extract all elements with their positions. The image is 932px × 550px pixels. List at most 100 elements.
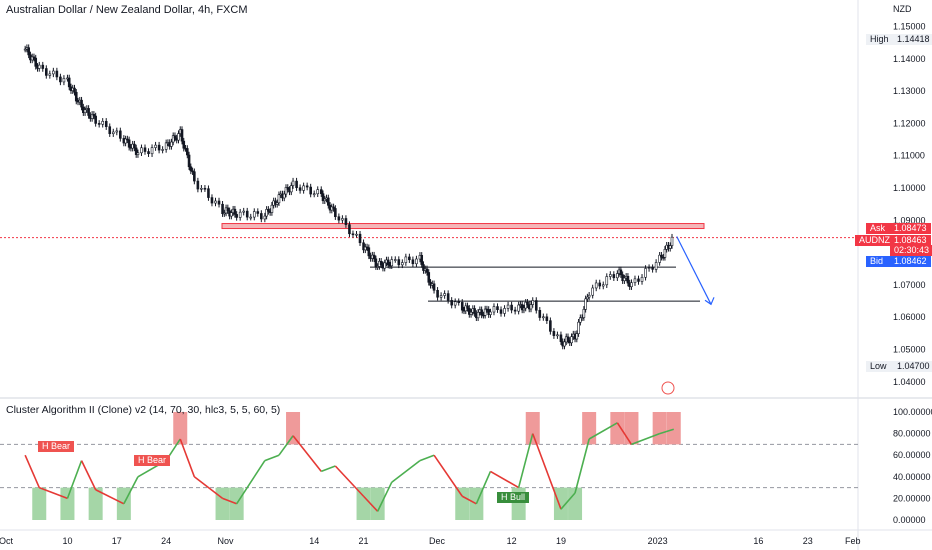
candle-body (577, 321, 580, 334)
oversold-band (32, 487, 47, 520)
osc-segment (38, 486, 68, 500)
candle-body (552, 331, 556, 336)
ask-tag-value: 1.08473 (890, 223, 931, 234)
candle-body (587, 294, 591, 298)
candle-body (651, 267, 654, 270)
price-tick-label: 1.04000 (893, 377, 926, 387)
candle-body (616, 273, 619, 279)
candle-body (364, 246, 367, 251)
candle-body (260, 213, 263, 220)
candle-body (252, 211, 256, 218)
candle-body (284, 187, 288, 195)
candle-body (579, 317, 582, 323)
candle-body (249, 216, 253, 219)
candle-body (580, 317, 584, 319)
candle-body (187, 154, 191, 168)
candle-body (189, 166, 193, 172)
osc-segment (560, 492, 576, 510)
candle-body (170, 141, 173, 147)
price-axis[interactable]: 1.15000 1.14000 1.13000 1.12000 1.11000 1.100… (893, 21, 926, 386)
candle-body (332, 206, 335, 209)
candle-body (221, 203, 224, 214)
bid-tag-label: Bid (866, 256, 894, 267)
candle-body (476, 312, 480, 319)
oversold-band (215, 487, 230, 520)
candle-body (644, 268, 647, 278)
bar-countdown: 02:30:43 (890, 245, 932, 256)
candle-body (566, 336, 570, 341)
candle-body (556, 334, 559, 337)
candle-body (230, 212, 233, 217)
candle-body (321, 193, 325, 202)
candle-body (101, 121, 104, 125)
indicator-pane[interactable]: 100.00000 80.00000 60.00000 40.00000 20.0000… (0, 407, 932, 525)
candle-body (242, 210, 245, 213)
candle-body (457, 301, 461, 303)
osc-segment (334, 465, 365, 497)
candle-body (161, 149, 164, 151)
osc-segment (123, 476, 139, 505)
candle-body (291, 180, 295, 186)
candle-body (316, 189, 320, 195)
osc-segment (193, 476, 224, 500)
time-axis[interactable]: Oct 10 17 24 Nov 14 21 Dec 12 19 2023 16 23 Feb (0, 529, 932, 546)
time-tick-label: Dec (429, 536, 446, 546)
candle-body (210, 197, 214, 204)
osc-tick-label: 60.00000 (893, 450, 931, 460)
high-tag-label: High (866, 34, 894, 45)
symbol-title: Australian Dollar / New Zealand Dollar, … (6, 4, 248, 16)
candle-body (372, 254, 376, 260)
candle-body (411, 259, 415, 265)
candle-body (80, 99, 83, 108)
candle-body (126, 138, 129, 141)
candle-body (298, 187, 302, 191)
candle-body (92, 114, 96, 117)
osc-segment (264, 454, 280, 462)
candle-body (256, 211, 260, 214)
candle-body (374, 258, 378, 268)
candle-body (59, 76, 62, 83)
candle-body (226, 207, 230, 212)
candle-body (630, 282, 633, 288)
candle-body (427, 272, 431, 283)
candle-body (401, 262, 404, 266)
candle-body (575, 333, 579, 340)
candle-body (275, 202, 279, 205)
candle-body (217, 200, 221, 205)
time-tick-label: 24 (161, 536, 171, 546)
candle-body (663, 249, 667, 258)
overbought-band (624, 412, 639, 445)
oversold-band (553, 487, 568, 520)
oversold-band (60, 487, 75, 520)
candle-body (289, 185, 293, 193)
candle-body (503, 308, 506, 314)
projection-arrowhead (704, 297, 715, 306)
candle-body (305, 185, 309, 188)
candle-body (182, 140, 186, 149)
time-tick-label: Feb (845, 536, 861, 546)
candle-body (513, 309, 517, 312)
candle-body (55, 70, 59, 78)
osc-segment (66, 460, 83, 499)
candle-body (570, 336, 573, 344)
candle-body (119, 130, 122, 139)
ask-tag-label: Ask (866, 223, 894, 234)
osc-segment (461, 495, 477, 505)
candle-body (425, 268, 429, 273)
resistance-zone (221, 223, 705, 230)
candle-body (499, 309, 503, 314)
candle-body (469, 311, 473, 315)
candle-body (443, 293, 446, 296)
candle-body (235, 214, 238, 218)
price-tick-label: 1.11000 (893, 151, 925, 161)
candle-body (140, 147, 143, 154)
candle-body (408, 256, 411, 261)
candle-body (127, 139, 131, 148)
candle-body (439, 295, 443, 298)
candle-body (87, 108, 90, 116)
overbought-band (666, 412, 681, 445)
price-tick-label: 1.13000 (893, 86, 926, 96)
time-tick-label: Oct (0, 536, 14, 546)
candle-body (355, 233, 358, 236)
